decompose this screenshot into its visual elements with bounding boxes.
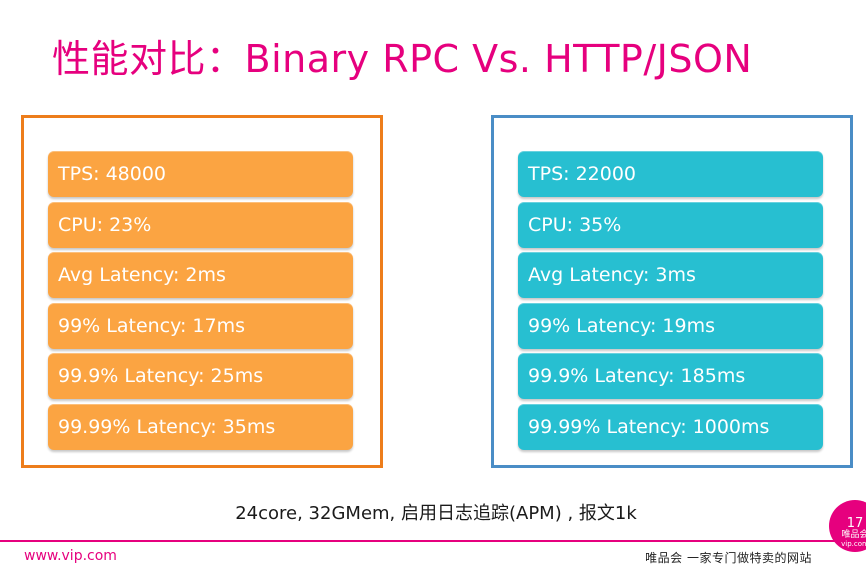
metric-avg-latency: Avg Latency: 3ms (518, 252, 823, 298)
metric-p9999-latency: 99.99% Latency: 1000ms (518, 403, 823, 450)
footer-divider (0, 540, 866, 542)
slide-title: 性能对比：Binary RPC Vs. HTTP/JSON (52, 37, 753, 81)
metric-tps: TPS: 22000 (518, 151, 823, 197)
binary-rpc-panel: TPS: 48000 CPU: 23% Avg Latency: 2ms 99%… (21, 115, 383, 468)
metric-avg-latency: Avg Latency: 2ms (48, 252, 353, 298)
badge-brand: 唯品会 (841, 530, 866, 540)
metric-p999-latency: 99.9% Latency: 185ms (518, 353, 823, 399)
metric-cpu: CPU: 35% (518, 201, 823, 248)
footer-slogan: 唯品会 一家专门做特卖的网站 (645, 551, 812, 565)
footer-url: www.vip.com (24, 548, 117, 564)
test-environment-caption: 24core, 32GMem, 启用日志追踪(APM) , 报文1k (235, 503, 637, 524)
metric-p999-latency: 99.9% Latency: 25ms (48, 353, 353, 399)
binary-rpc-metrics-list: TPS: 48000 CPU: 23% Avg Latency: 2ms 99%… (48, 151, 353, 454)
page-number-badge: 17 唯品会 vip.com (829, 500, 866, 552)
metric-p9999-latency: 99.99% Latency: 35ms (48, 403, 353, 450)
page-number: 17 (846, 516, 864, 531)
metric-cpu: CPU: 23% (48, 201, 353, 248)
badge-site: vip.com (841, 540, 866, 548)
http-json-metrics-list: TPS: 22000 CPU: 35% Avg Latency: 3ms 99%… (518, 151, 823, 454)
http-json-panel: TPS: 22000 CPU: 35% Avg Latency: 3ms 99%… (491, 115, 853, 468)
metric-tps: TPS: 48000 (48, 151, 353, 197)
metric-p99-latency: 99% Latency: 19ms (518, 302, 823, 349)
metric-p99-latency: 99% Latency: 17ms (48, 302, 353, 349)
